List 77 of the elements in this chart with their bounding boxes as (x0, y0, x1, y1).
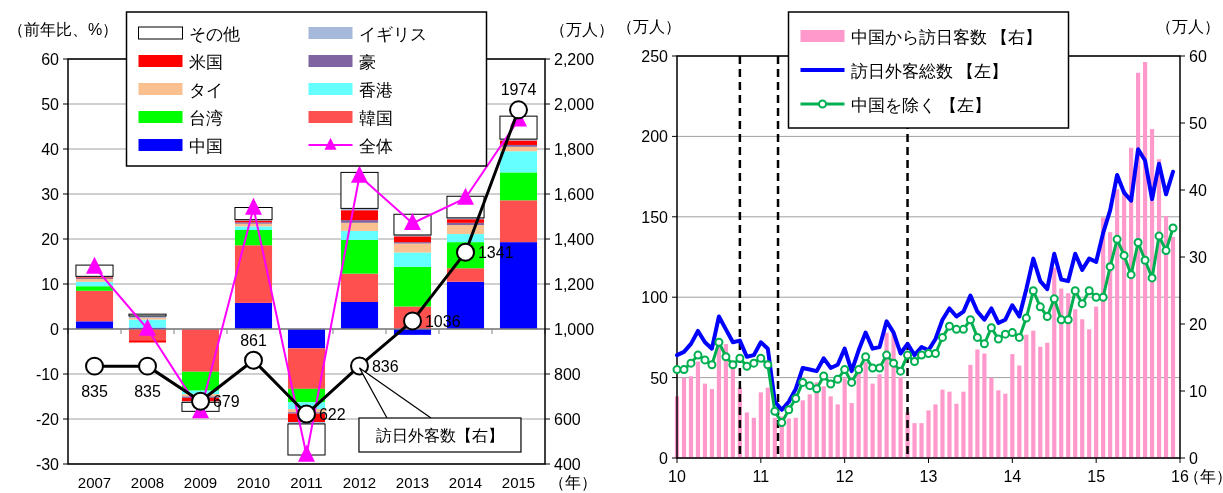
y2-tick-label: 1,000 (554, 321, 595, 338)
x-tick-label: 2009 (183, 474, 218, 491)
x-tick-label: 2012 (342, 474, 377, 491)
legend-label: 台湾 (188, 109, 223, 128)
x-tick-label: 15 (1087, 468, 1106, 485)
y2-tick-label: 800 (554, 366, 581, 383)
data-label: 835 (81, 382, 108, 400)
y-tick-label: 60 (41, 51, 60, 68)
legend-label: 米国 (188, 53, 223, 72)
y-axis-title: （万人） (617, 18, 681, 35)
y-tick-label: 0 (50, 321, 60, 338)
x-tick-label: 2007 (77, 474, 112, 491)
y2-tick-label: 40 (1189, 182, 1207, 199)
y-tick-label: 250 (641, 48, 669, 65)
legend-label: 中国を除く 【左】 (850, 96, 992, 115)
y2-tick-label: 1,400 (554, 231, 595, 248)
legend-label: 訪日外客総数 【左】 (850, 62, 1009, 81)
x-tick-label: 12 (835, 468, 854, 485)
x-tick-label: 14 (1003, 468, 1022, 485)
y-tick-label: 20 (41, 231, 60, 248)
y2-tick-label: 1,800 (554, 141, 595, 158)
y2-tick-label: 10 (1189, 383, 1207, 400)
data-label: 1974 (500, 81, 537, 99)
y2-tick-label: 1,600 (554, 186, 595, 203)
x-axis-title: （年） (549, 474, 597, 491)
y-tick-label: 10 (41, 276, 60, 293)
data-label: 622 (318, 406, 346, 424)
y-tick-label: 30 (41, 186, 60, 203)
data-label: 861 (240, 331, 267, 349)
legend-label: 豪 (358, 53, 376, 72)
y2-tick-label: 0 (1189, 450, 1198, 467)
data-label: 1341 (477, 244, 514, 262)
y2-axis-title: （万人） (1156, 18, 1220, 35)
y2-tick-label: 60 (1189, 48, 1207, 65)
annotation: 訪日外客数【右】 (375, 427, 504, 444)
y2-tick-label: 30 (1189, 249, 1207, 266)
data-label: 836 (371, 357, 399, 375)
x-tick-label: 10 (668, 468, 686, 485)
data-label: 1036 (424, 312, 461, 330)
data-label: 835 (134, 382, 161, 400)
y-tick-label: -20 (35, 411, 60, 428)
x-tick-label: 2010 (236, 474, 271, 491)
y2-tick-label: 1,200 (554, 276, 595, 293)
y-tick-label: 50 (650, 369, 669, 387)
y-tick-label: 40 (41, 141, 60, 158)
y-tick-label: 0 (659, 450, 669, 467)
x-tick-label: 2011 (290, 474, 323, 491)
y2-tick-label: 20 (1189, 316, 1207, 333)
legend-label: タイ (188, 81, 223, 100)
y2-tick-label: 400 (554, 456, 581, 473)
y2-axis-title: （万人） (550, 21, 614, 38)
legend-label: 中国 (188, 137, 223, 156)
legend-label: 全体 (358, 137, 393, 156)
x-tick-label: 11 (752, 468, 770, 485)
y2-tick-label: 2,000 (554, 96, 595, 113)
y-tick-label: 200 (641, 128, 669, 146)
legend-label: 韓国 (358, 109, 393, 128)
x-tick-label: 2015 (501, 474, 536, 491)
y2-tick-label: 50 (1189, 115, 1207, 132)
y2-tick-label: 600 (554, 411, 581, 428)
legend-label: 香港 (358, 81, 393, 100)
y-axis-title: （前年比、%） (8, 21, 119, 38)
x-tick-label: 2008 (130, 474, 165, 491)
y-tick-label: 150 (641, 208, 669, 226)
x-tick-label: 2014 (448, 474, 483, 491)
x-tick-label: 13 (919, 468, 938, 485)
legend-label: その他 (188, 25, 240, 44)
x-tick-label: 16 (1171, 468, 1189, 485)
legend-label: 中国から訪日客数 【右】 (850, 28, 1043, 47)
y-tick-label: -30 (35, 456, 60, 473)
y2-tick-label: 2,200 (554, 51, 595, 68)
data-label: 679 (212, 393, 240, 411)
legend-label: イギリス (358, 25, 427, 44)
y-tick-label: -10 (35, 366, 60, 383)
x-tick-label: 2013 (395, 474, 430, 491)
y-tick-label: 100 (641, 289, 669, 307)
y-tick-label: 50 (41, 96, 60, 113)
